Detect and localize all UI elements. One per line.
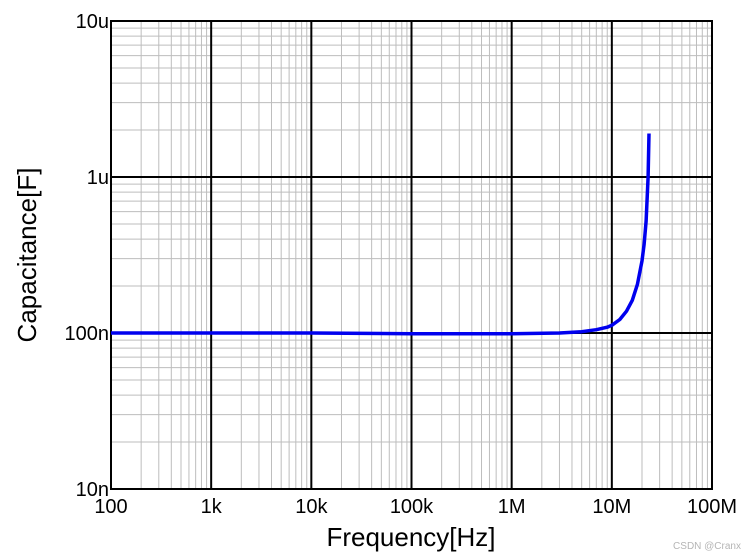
x-tick-label: 100 xyxy=(94,496,127,518)
x-tick-label: 1M xyxy=(498,496,526,518)
y-tick-label: 10u xyxy=(76,11,109,33)
x-tick-labels: 100 1k 10k 100k 1M 10M 100M xyxy=(94,496,737,518)
y-tick-labels: 10n 100n 1u 10u xyxy=(65,11,110,501)
series-layer xyxy=(111,133,651,336)
series-line xyxy=(111,133,651,336)
y-tick-label: 10n xyxy=(76,479,109,501)
x-tick-label: 1k xyxy=(201,496,223,518)
watermark: CSDN @Cranx xyxy=(673,541,741,552)
x-tick-label: 10M xyxy=(592,496,631,518)
y-axis-label: Capacitance[F] xyxy=(12,168,42,343)
y-tick-label: 1u xyxy=(87,167,109,189)
plot-frame xyxy=(110,20,713,490)
x-axis-label: Frequency[Hz] xyxy=(326,522,495,552)
y-tick-label: 100n xyxy=(65,323,110,345)
x-tick-label: 100k xyxy=(390,496,434,518)
x-tick-label: 100M xyxy=(687,496,737,518)
x-tick-label: 10k xyxy=(295,496,328,518)
